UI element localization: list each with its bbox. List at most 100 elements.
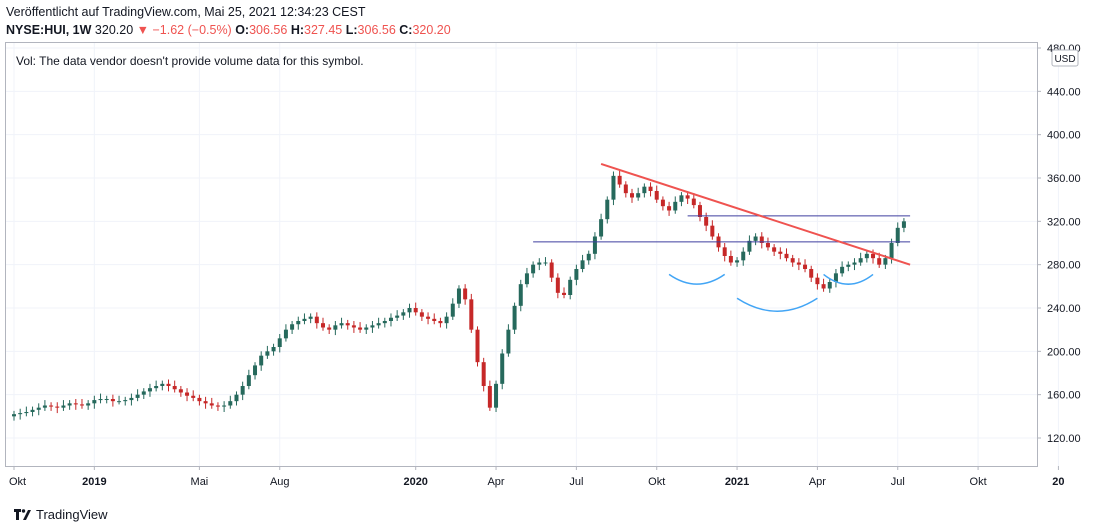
candle-body[interactable] bbox=[36, 407, 41, 410]
candle-body[interactable] bbox=[18, 413, 23, 415]
candle-body[interactable] bbox=[586, 253, 591, 261]
candle-body[interactable] bbox=[679, 195, 684, 202]
candle-body[interactable] bbox=[228, 401, 233, 406]
candle-body[interactable] bbox=[747, 240, 752, 252]
candle-body[interactable] bbox=[642, 186, 647, 194]
candle-body[interactable] bbox=[630, 193, 634, 198]
candle-body[interactable] bbox=[104, 399, 109, 400]
candle-body[interactable] bbox=[685, 195, 690, 199]
candle-body[interactable] bbox=[49, 405, 54, 407]
candle-body[interactable] bbox=[889, 243, 894, 259]
candle-body[interactable] bbox=[883, 258, 888, 265]
drawings[interactable] bbox=[533, 162, 911, 312]
candle-body[interactable] bbox=[321, 323, 325, 328]
candle-body[interactable] bbox=[401, 312, 406, 316]
candle-body[interactable] bbox=[246, 375, 251, 386]
candle-body[interactable] bbox=[654, 191, 659, 200]
candle-body[interactable] bbox=[697, 205, 702, 217]
candle-body[interactable] bbox=[580, 260, 585, 269]
candle-body[interactable] bbox=[821, 284, 826, 289]
candle-body[interactable] bbox=[178, 389, 183, 393]
candle-body[interactable] bbox=[395, 315, 400, 318]
candle-body[interactable] bbox=[86, 403, 91, 406]
candles[interactable] bbox=[12, 170, 906, 421]
candle-body[interactable] bbox=[852, 262, 857, 265]
footer-brand[interactable]: TradingView bbox=[14, 507, 108, 522]
candle-body[interactable] bbox=[358, 327, 363, 330]
candle-body[interactable] bbox=[438, 321, 443, 324]
candle-body[interactable] bbox=[185, 392, 190, 396]
candle-body[interactable] bbox=[722, 247, 727, 256]
candle-body[interactable] bbox=[463, 288, 468, 300]
candle-body[interactable] bbox=[61, 405, 66, 408]
candle-body[interactable] bbox=[432, 318, 437, 321]
currency-badge-box[interactable] bbox=[1051, 49, 1079, 67]
candle-body[interactable] bbox=[790, 258, 795, 263]
candle-body[interactable] bbox=[240, 386, 245, 395]
candle-body[interactable] bbox=[660, 199, 665, 207]
candle-body[interactable] bbox=[778, 251, 783, 254]
candle-body[interactable] bbox=[110, 399, 115, 402]
candle-body[interactable] bbox=[98, 399, 103, 401]
candle-body[interactable] bbox=[160, 383, 165, 386]
candle-body[interactable] bbox=[24, 412, 29, 414]
symbol-name[interactable]: NYSE:HUI, 1W bbox=[6, 23, 92, 37]
candle-body[interactable] bbox=[815, 277, 820, 285]
candle-body[interactable] bbox=[283, 329, 288, 339]
candle-body[interactable] bbox=[234, 394, 239, 402]
candle-body[interactable] bbox=[92, 400, 97, 404]
candle-body[interactable] bbox=[203, 401, 208, 404]
candle-body[interactable] bbox=[191, 395, 196, 398]
candle-body[interactable] bbox=[166, 383, 171, 386]
candle-body[interactable] bbox=[314, 316, 319, 324]
candle-body[interactable] bbox=[129, 397, 134, 401]
candle-body[interactable] bbox=[413, 308, 418, 313]
pattern-arc[interactable] bbox=[668, 273, 726, 285]
candle-body[interactable] bbox=[426, 316, 431, 319]
candle-body[interactable] bbox=[518, 284, 523, 306]
candle-body[interactable] bbox=[833, 273, 838, 282]
candle-body[interactable] bbox=[351, 325, 356, 328]
candle-body[interactable] bbox=[784, 253, 789, 259]
candle-body[interactable] bbox=[543, 262, 548, 264]
candle-body[interactable] bbox=[117, 401, 122, 403]
candle-body[interactable] bbox=[450, 303, 455, 317]
candle-body[interactable] bbox=[79, 404, 84, 406]
candle-body[interactable] bbox=[277, 338, 282, 347]
candle-body[interactable] bbox=[456, 288, 461, 304]
candle-body[interactable] bbox=[648, 186, 653, 191]
candle-body[interactable] bbox=[141, 391, 146, 395]
candle-body[interactable] bbox=[253, 365, 258, 376]
candle-body[interactable] bbox=[500, 353, 505, 384]
candle-body[interactable] bbox=[636, 193, 641, 198]
candle-body[interactable] bbox=[419, 312, 424, 317]
candle-body[interactable] bbox=[555, 277, 560, 293]
candle-body[interactable] bbox=[327, 327, 332, 330]
candle-body[interactable] bbox=[753, 236, 758, 241]
candle-body[interactable] bbox=[605, 199, 610, 220]
candle-body[interactable] bbox=[728, 256, 733, 263]
candle-body[interactable] bbox=[901, 221, 906, 228]
candle-body[interactable] bbox=[673, 201, 678, 211]
candle-body[interactable] bbox=[345, 323, 350, 326]
candle-body[interactable] bbox=[803, 264, 808, 269]
candle-body[interactable] bbox=[772, 247, 777, 252]
candle-body[interactable] bbox=[290, 324, 295, 330]
candle-body[interactable] bbox=[376, 323, 381, 326]
candle-body[interactable] bbox=[308, 316, 313, 319]
candle-body[interactable] bbox=[735, 260, 740, 263]
candle-body[interactable] bbox=[704, 217, 709, 226]
candle-body[interactable] bbox=[296, 321, 301, 325]
candle-body[interactable] bbox=[209, 403, 214, 406]
candle-body[interactable] bbox=[537, 262, 542, 265]
candle-body[interactable] bbox=[215, 405, 220, 407]
candle-body[interactable] bbox=[611, 175, 616, 200]
candle-body[interactable] bbox=[12, 414, 16, 417]
candle-body[interactable] bbox=[524, 273, 529, 285]
candle-body[interactable] bbox=[809, 269, 814, 278]
candle-body[interactable] bbox=[370, 325, 375, 328]
candle-body[interactable] bbox=[871, 253, 876, 259]
candle-body[interactable] bbox=[796, 262, 801, 265]
candle-body[interactable] bbox=[271, 347, 276, 352]
candle-body[interactable] bbox=[877, 258, 882, 265]
